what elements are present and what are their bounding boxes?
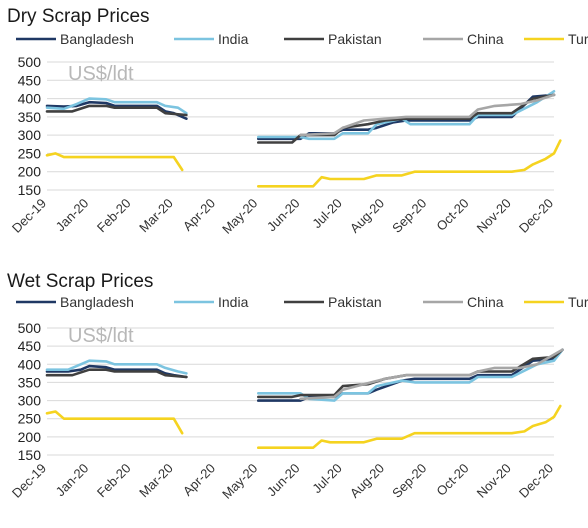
legend-label-turkey: Turkey xyxy=(568,294,588,310)
y-tick-label: 300 xyxy=(18,393,42,409)
y-tick-label: 250 xyxy=(18,411,42,427)
series-line-pakistan-segment-1 xyxy=(45,368,188,379)
x-tick-label: Aug-20 xyxy=(347,196,387,236)
chart-title: Wet Scrap Prices xyxy=(7,271,153,292)
series-line-india-segment-2 xyxy=(256,348,564,402)
y-tick-label: 400 xyxy=(18,91,42,107)
x-tick-label: Dec-20 xyxy=(516,196,556,236)
series-line-india-segment-2 xyxy=(256,90,556,141)
x-tick-label: Jun-20 xyxy=(264,196,303,235)
x-tick-label: May-20 xyxy=(219,196,260,237)
x-tick-label: Jul-20 xyxy=(309,196,345,232)
y-tick-label: 300 xyxy=(18,127,42,143)
y-tick-label: 450 xyxy=(18,72,42,88)
x-tick-label: Dec-19 xyxy=(9,461,49,501)
y-tick-label: 500 xyxy=(18,320,42,336)
y-tick-label: 350 xyxy=(18,374,42,390)
y-tick-label: 200 xyxy=(18,164,42,180)
legend-label-india: India xyxy=(218,31,249,47)
x-tick-label: Aug-20 xyxy=(347,461,387,501)
x-tick-label: Feb-20 xyxy=(94,196,134,236)
chart-title: Dry Scrap Prices xyxy=(7,6,150,27)
legend-label-bangladesh: Bangladesh xyxy=(60,31,134,47)
x-tick-label: Nov-20 xyxy=(474,196,514,236)
unit-label: US$/ldt xyxy=(68,325,134,347)
y-tick-label: 150 xyxy=(18,447,42,463)
legend-label-bangladesh: Bangladesh xyxy=(60,294,134,310)
series-line-china-segment-1 xyxy=(299,348,564,401)
x-tick-label: Jul-20 xyxy=(309,461,345,497)
legend-label-china: China xyxy=(467,294,504,310)
y-tick-label: 150 xyxy=(18,182,42,198)
chart-panel-2: Wet Scrap Prices Bangladesh India Pakistan C… xyxy=(7,271,588,502)
x-tick-label: Oct-20 xyxy=(433,196,471,234)
x-tick-label: Dec-20 xyxy=(516,461,556,501)
x-tick-label: Apr-20 xyxy=(180,461,218,499)
series-line-turkey-segment-1 xyxy=(45,152,184,172)
x-tick-label: Dec-19 xyxy=(9,196,49,236)
legend-label-india: India xyxy=(218,294,249,310)
legend-label-china: China xyxy=(467,31,504,47)
x-tick-label: Mar-20 xyxy=(136,461,176,501)
y-tick-label: 450 xyxy=(18,338,42,354)
x-tick-label: Jun-20 xyxy=(264,461,303,500)
x-tick-label: Jan-20 xyxy=(53,196,92,235)
x-tick-label: Feb-20 xyxy=(94,461,134,501)
x-tick-label: May-20 xyxy=(219,461,260,502)
chart-panel-1: Dry Scrap Prices Bangladesh India Pakistan C… xyxy=(7,6,588,237)
series-line-china-segment-1 xyxy=(299,93,556,137)
series-line-pakistan-segment-1 xyxy=(45,104,188,117)
y-tick-label: 500 xyxy=(18,54,42,70)
y-tick-label: 400 xyxy=(18,356,42,372)
series-line-turkey-segment-2 xyxy=(256,139,562,188)
series-line-turkey-segment-2 xyxy=(256,404,562,450)
y-tick-label: 350 xyxy=(18,109,42,125)
legend-label-pakistan: Pakistan xyxy=(328,31,382,47)
unit-label: US$/ldt xyxy=(68,63,134,85)
x-tick-label: Mar-20 xyxy=(136,196,176,236)
x-tick-label: Oct-20 xyxy=(433,461,471,499)
y-tick-label: 250 xyxy=(18,145,42,161)
x-tick-label: Nov-20 xyxy=(474,461,514,501)
legend-label-turkey: Turkey xyxy=(568,31,588,47)
y-tick-label: 200 xyxy=(18,429,42,445)
x-tick-label: Sep-20 xyxy=(389,196,429,236)
x-tick-label: Jan-20 xyxy=(53,461,92,500)
legend-label-pakistan: Pakistan xyxy=(328,294,382,310)
series-line-india-segment-1 xyxy=(45,359,188,375)
series-line-india-segment-1 xyxy=(45,97,188,115)
x-tick-label: Apr-20 xyxy=(180,196,218,234)
x-tick-label: Sep-20 xyxy=(389,461,429,501)
series-line-turkey-segment-1 xyxy=(45,410,184,435)
